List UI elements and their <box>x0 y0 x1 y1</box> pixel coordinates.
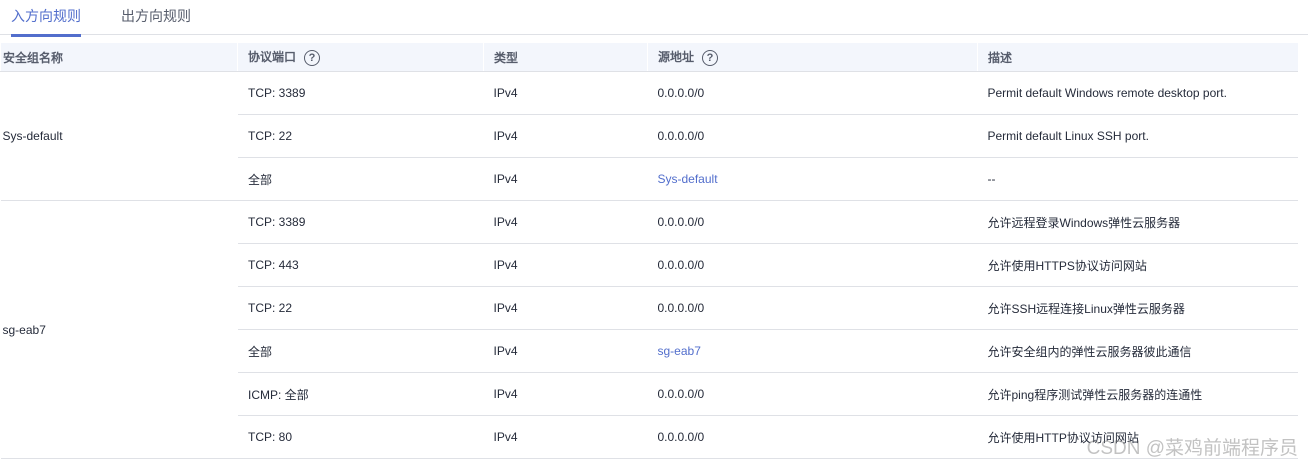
source-value: 0.0.0.0/0 <box>657 215 705 229</box>
source: 0.0.0.0/0 <box>647 372 978 416</box>
rules-table: 安全组名称 协议端口? 类型 源地址? 描述 Sys-default TCP: 3… <box>0 43 1298 459</box>
source-value: 0.0.0.0/0 <box>657 129 705 143</box>
source: 0.0.0.0/0 <box>647 243 978 287</box>
description: 允许安全组内的弹性云服务器彼此通信 <box>977 329 1298 373</box>
description: 允许ping程序测试弹性云服务器的连通性 <box>977 372 1298 416</box>
col-protocol-port: 协议端口? <box>237 43 484 72</box>
type: IPv4 <box>483 286 648 330</box>
type: IPv4 <box>483 329 648 373</box>
source-link[interactable]: sg-eab7 <box>657 344 701 358</box>
col-description: 描述 <box>977 43 1298 72</box>
protocol-port: TCP: 80 <box>237 415 484 459</box>
col-type: 类型 <box>483 43 648 72</box>
source-link[interactable]: Sys-default <box>657 172 718 186</box>
type: IPv4 <box>483 415 648 459</box>
table-row: TCP: 22 IPv4 0.0.0.0/0 允许SSH远程连接Linux弹性云服务器 <box>1 286 1298 330</box>
description: 允许远程登录Windows弹性云服务器 <box>977 200 1298 244</box>
source-value: 0.0.0.0/0 <box>657 387 705 401</box>
table-row: Sys-default TCP: 3389 IPv4 0.0.0.0/0 Permit … <box>0 71 1298 201</box>
source-value: 0.0.0.0/0 <box>657 301 705 315</box>
type: IPv4 <box>483 372 648 416</box>
type: IPv4 <box>483 243 648 287</box>
type: IPv4 <box>483 114 648 158</box>
table-row: TCP: 80 IPv4 0.0.0.0/0 允许使用HTTP协议访问网站 <box>1 415 1298 459</box>
source[interactable]: Sys-default <box>647 157 978 201</box>
description: 允许使用HTTP协议访问网站 <box>977 415 1298 459</box>
col-group-name: 安全组名称 <box>0 43 238 72</box>
source: 0.0.0.0/0 <box>647 114 978 158</box>
type: IPv4 <box>483 157 648 201</box>
description: 允许使用HTTPS协议访问网站 <box>977 243 1298 287</box>
description: Permit default Linux SSH port. <box>977 114 1298 158</box>
protocol-port: 全部 <box>237 157 484 201</box>
table-row: ICMP: 全部 IPv4 0.0.0.0/0 允许ping程序测试弹性云服务器的连通… <box>1 372 1298 416</box>
tab-inbound-rules[interactable]: 入方向规则 <box>11 8 81 37</box>
protocol-port: TCP: 3389 <box>237 200 484 244</box>
help-icon[interactable]: ? <box>702 49 719 66</box>
rule-tabs: 入方向规则 出方向规则 <box>0 0 1308 37</box>
table-row: 全部 IPv4 sg-eab7 允许安全组内的弹性云服务器彼此通信 <box>1 329 1298 373</box>
protocol-port: 全部 <box>237 329 484 373</box>
group-name: Sys-default <box>0 71 238 201</box>
source: 0.0.0.0/0 <box>647 415 978 459</box>
group-name: sg-eab7 <box>0 200 238 459</box>
protocol-port: TCP: 22 <box>237 286 484 330</box>
help-icon[interactable]: ? <box>304 49 321 66</box>
source-value: 0.0.0.0/0 <box>657 86 705 100</box>
source-value: 0.0.0.0/0 <box>657 258 705 272</box>
description: -- <box>977 157 1298 201</box>
table-row: 全部 IPv4 Sys-default -- <box>1 157 1298 201</box>
protocol-port: TCP: 3389 <box>237 71 484 115</box>
tab-outbound-rules[interactable]: 出方向规则 <box>121 8 191 24</box>
table-row: TCP: 22 IPv4 0.0.0.0/0 Permit default Linux… <box>1 114 1298 158</box>
watermark: CSDN @菜鸡前端程序员 <box>1086 438 1298 459</box>
source: 0.0.0.0/0 <box>647 200 978 244</box>
table-header: 安全组名称 协议端口? 类型 源地址? 描述 <box>0 43 1298 72</box>
source: 0.0.0.0/0 <box>647 71 978 115</box>
table-row: sg-eab7 TCP: 3389 IPv4 0.0.0.0/0 允许远程登录Windo… <box>0 200 1298 459</box>
type: IPv4 <box>483 71 648 115</box>
protocol-port: ICMP: 全部 <box>237 372 484 416</box>
source: 0.0.0.0/0 <box>647 286 978 330</box>
protocol-port: TCP: 22 <box>237 114 484 158</box>
table-row: TCP: 443 IPv4 0.0.0.0/0 允许使用HTTPS协议访问网站 <box>1 243 1298 287</box>
source-value: 0.0.0.0/0 <box>657 430 705 444</box>
type: IPv4 <box>483 200 648 244</box>
protocol-port: TCP: 443 <box>237 243 484 287</box>
description: Permit default Windows remote desktop po… <box>977 71 1298 115</box>
source[interactable]: sg-eab7 <box>647 329 978 373</box>
col-source: 源地址? <box>647 43 978 72</box>
description: 允许SSH远程连接Linux弹性云服务器 <box>977 286 1298 330</box>
